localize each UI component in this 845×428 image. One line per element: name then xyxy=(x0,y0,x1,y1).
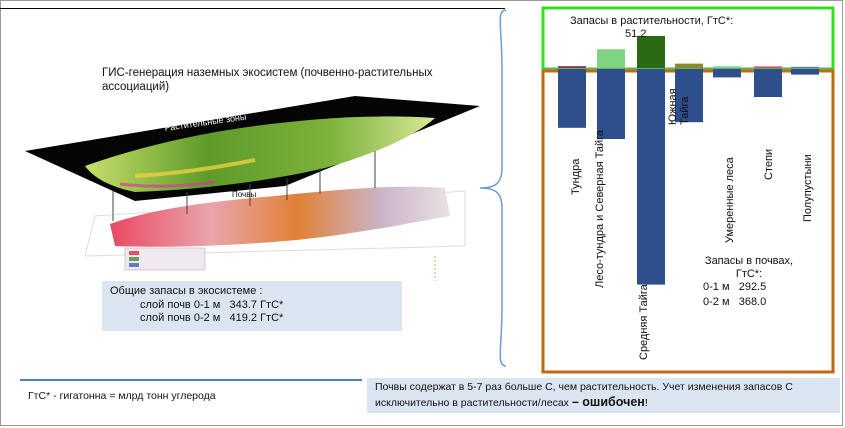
soil-map xyxy=(110,186,450,247)
data-label-sredniaya-taiga: 51.2 xyxy=(625,28,647,40)
category-label-tundra: Тундра xyxy=(570,158,582,195)
category-label-yuzhnaya-taiga: Южная Тайга xyxy=(667,88,691,125)
vegetation-bar-7 xyxy=(791,66,819,68)
soil-stock-title: Запасы в почвах, ГтС*: xyxy=(704,255,794,280)
category-label-srednyaya-taiga: Средняя Тайга xyxy=(638,284,650,360)
soil-legend xyxy=(124,247,206,271)
ecosystem-totals-box: Общие запасы в экосистеме : слой почв 0-… xyxy=(102,281,402,331)
gis-map-layers: Растительные зоны Почвы xyxy=(25,96,480,281)
category-label-umerennye-lesa: Умеренные леса xyxy=(724,157,736,243)
conclusion-emphasis: – ошибочен xyxy=(571,394,645,409)
soil-bar-2 xyxy=(597,69,625,139)
soil-bar-5 xyxy=(713,69,741,78)
category-label-polupustyni: Полупустыни xyxy=(802,154,814,222)
category-label-stepi: Степи xyxy=(763,148,775,180)
chart-title: Запасы в растительности, ГтС*: xyxy=(570,15,734,27)
conclusion-text: Почвы содержат в 5-7 раз больше С, чем р… xyxy=(375,381,793,409)
soil-bar-3 xyxy=(637,69,665,285)
totals-row: слой почв 0-1 м 343.7 ГтС* xyxy=(140,298,284,311)
soil-layer-label: Почвы xyxy=(232,190,256,199)
category-label-leso-tundra: Лесо-тундра и Северная Тайга xyxy=(594,130,606,288)
totals-row: слой почв 0-2 м 419.2 ГтС* xyxy=(140,312,284,324)
top-divider xyxy=(0,8,505,9)
conclusion-end: ! xyxy=(644,396,648,409)
vegetation-bar-5 xyxy=(713,66,741,68)
gis-title: ГИС-генерация наземных экосистем (почвен… xyxy=(102,67,433,93)
soil-total-row: 0-2 м 368.0 xyxy=(703,296,767,308)
carbon-stock-chart xyxy=(541,6,835,374)
soil-bar-4 xyxy=(675,69,703,123)
soil-bar-1 xyxy=(558,69,586,128)
footnote: ГтС* - гигатонна = млрд тонн углерода xyxy=(28,390,216,402)
vegetation-bar-4 xyxy=(675,63,703,68)
soil-bar-7 xyxy=(791,69,819,75)
vegetation-bar-2 xyxy=(597,49,625,68)
vegetation-bar-3 xyxy=(637,36,665,68)
totals-heading: Общие запасы в экосистеме : xyxy=(110,285,263,297)
vegetation-bar-1 xyxy=(558,66,586,68)
soil-bar-6 xyxy=(754,69,782,97)
soil-total-row: 0-1 м 292.5 xyxy=(703,281,767,293)
conclusion-box: Почвы содержат в 5-7 раз больше С, чем р… xyxy=(367,378,840,413)
curly-brace xyxy=(479,9,507,367)
vegetation-bar-6 xyxy=(754,66,782,68)
footnote-divider xyxy=(20,379,362,381)
